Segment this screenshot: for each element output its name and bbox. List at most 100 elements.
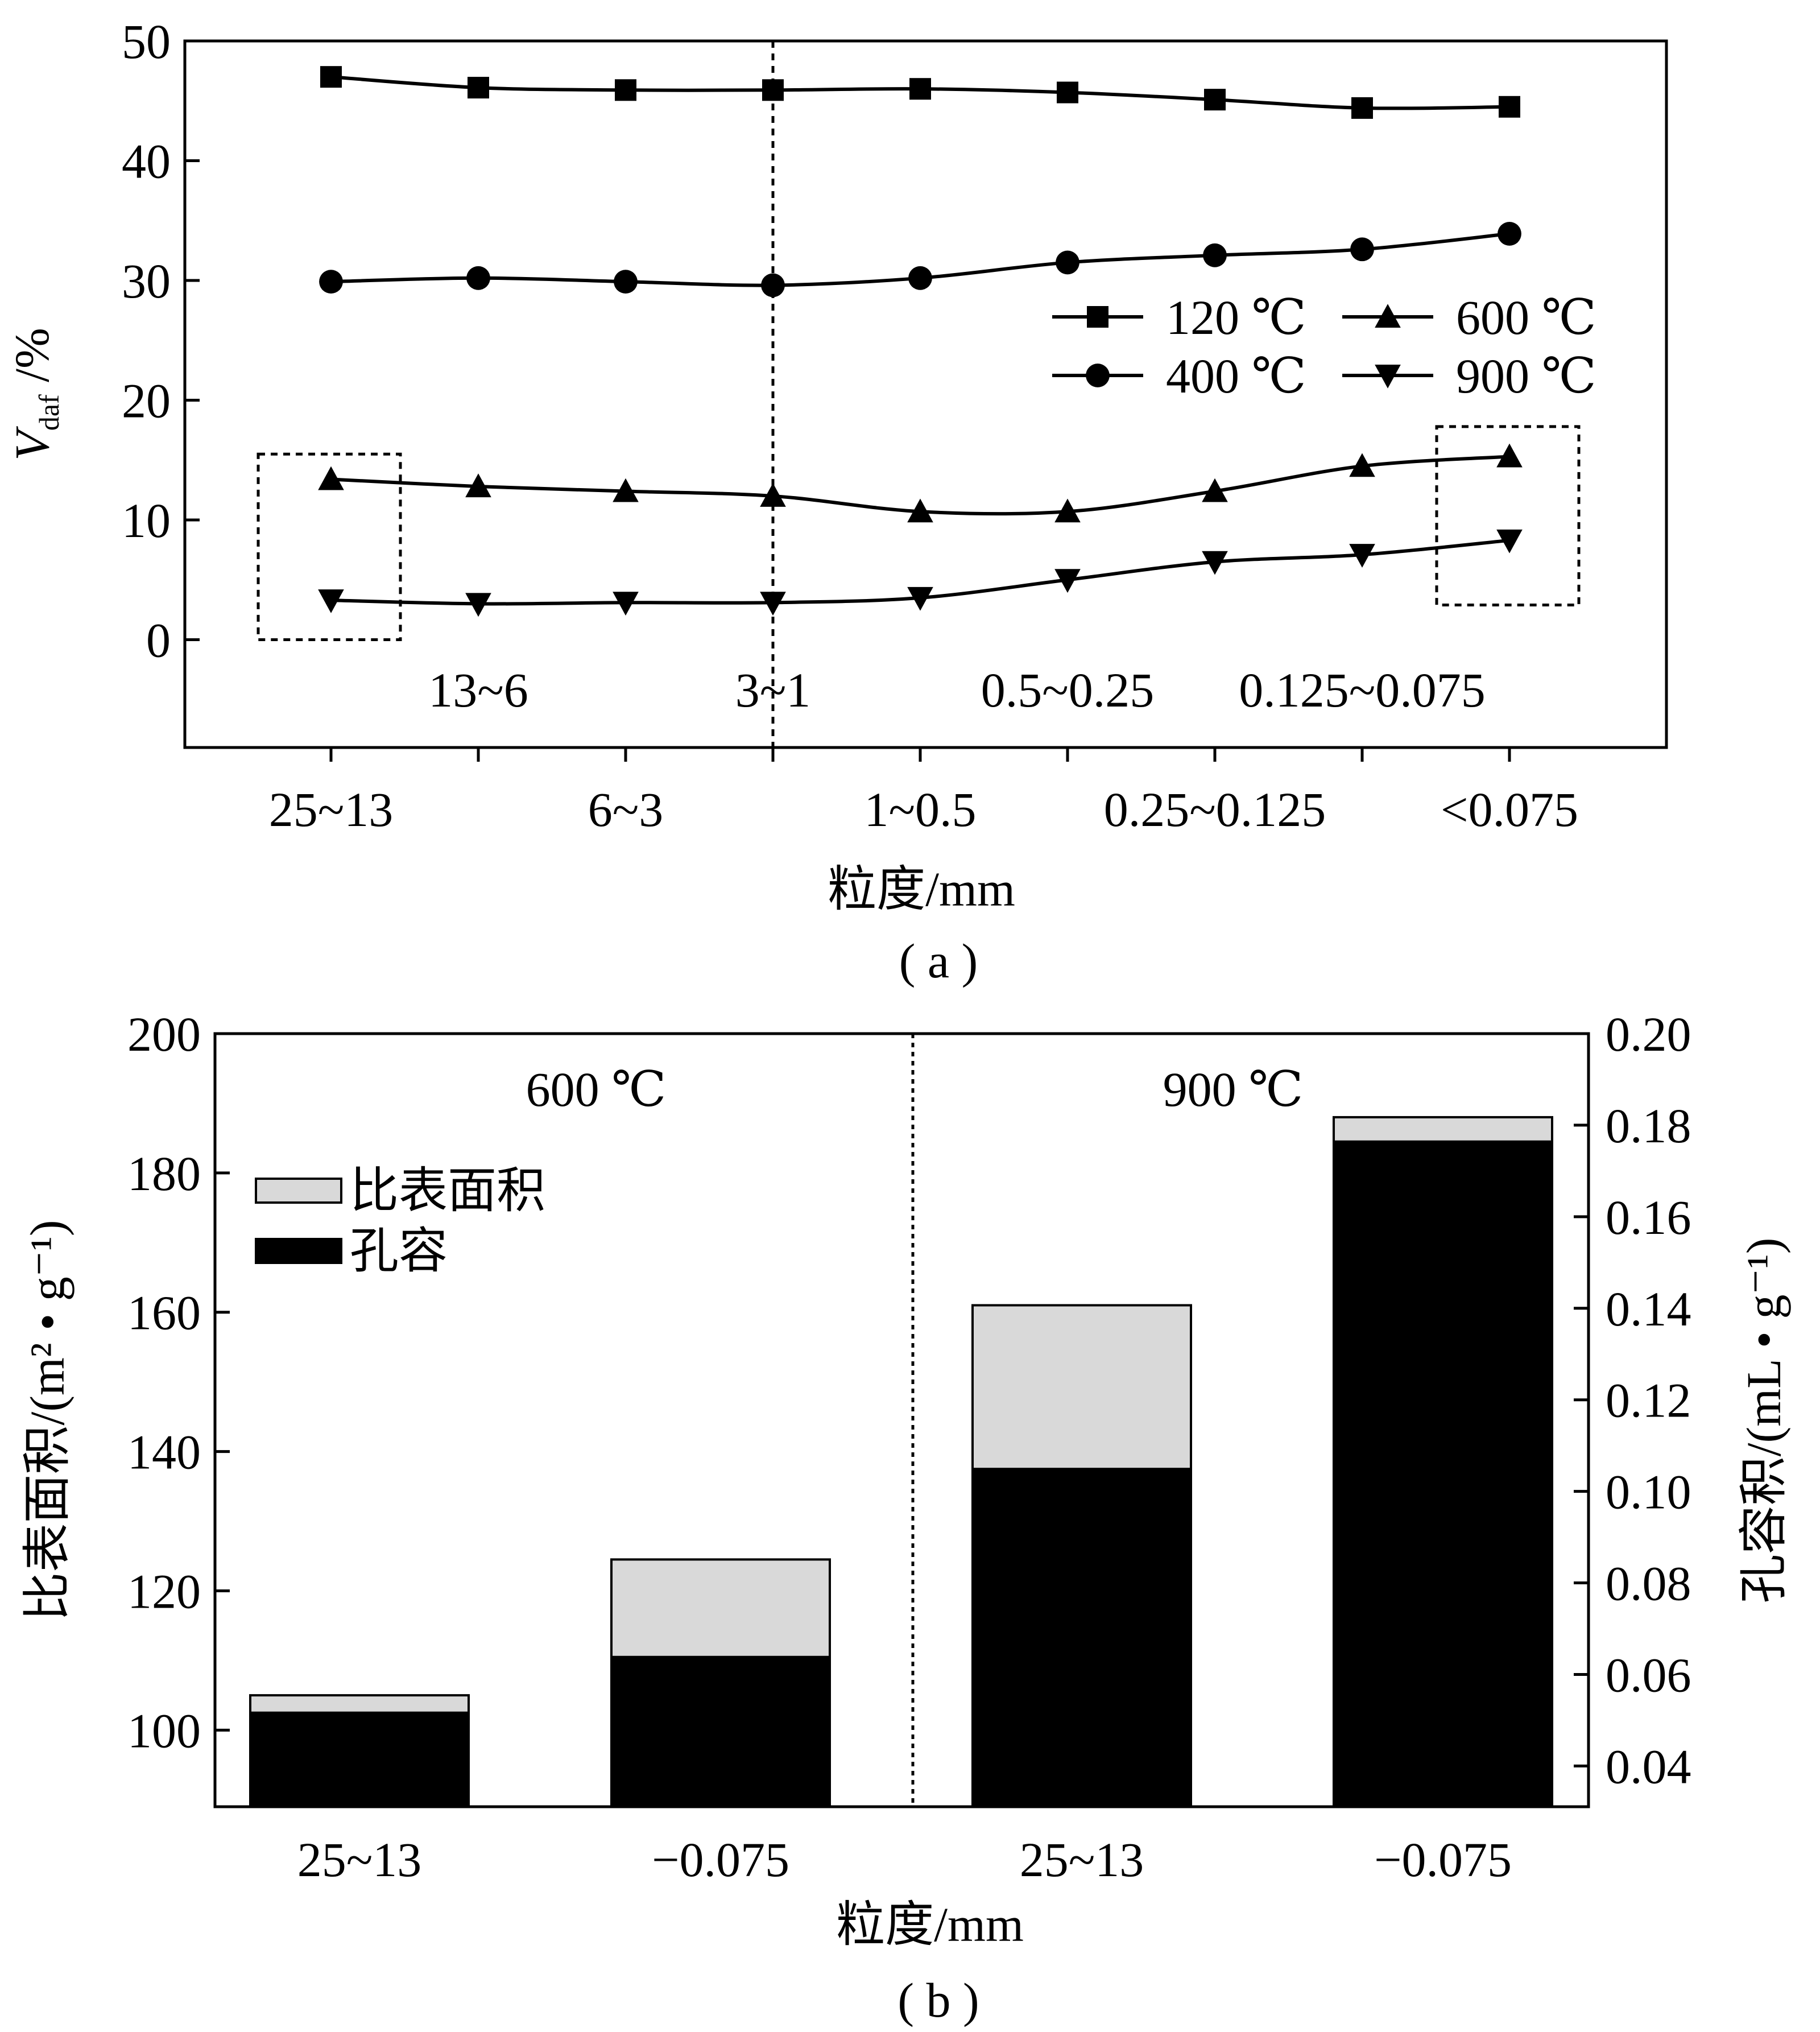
data-point-a (1203, 243, 1227, 267)
group-label-900: 900 ℃ (1163, 1062, 1304, 1117)
data-point-a (613, 592, 639, 616)
y-axis-label-a: Vdaf /% (5, 328, 65, 460)
y2-tick-label-b: 0.06 (1606, 1647, 1691, 1702)
legend-label-a: 400 ℃ (1166, 349, 1306, 403)
y-tick-label-a: 10 (122, 493, 171, 548)
y-tick-label-a: 50 (122, 14, 171, 69)
y-tick-label-a: 20 (122, 374, 171, 428)
data-point-a (465, 473, 491, 498)
x-tick-label-b: 25~13 (297, 1832, 422, 1887)
x-tick-label-upper-a: 13~6 (428, 663, 528, 717)
data-point-a (1499, 96, 1520, 118)
y-axis-label-b: 比表面积/(m² • g⁻¹) (20, 1220, 75, 1621)
data-point-a (1054, 569, 1081, 593)
legend-swatch-pore (255, 1238, 342, 1264)
legend-a: 120 ℃ 600 ℃ 400 ℃ 900 ℃ (1052, 290, 1596, 403)
y-tick-label-a: 40 (122, 134, 171, 189)
legend-marker-a (1087, 306, 1108, 328)
legend-marker-a (1375, 304, 1401, 328)
data-point-a (318, 466, 344, 490)
dashed-boxes-a (257, 425, 1581, 642)
legend-label-a: 120 ℃ (1166, 290, 1306, 345)
y2-axis-label-b: 孔容积/(mL • g⁻¹) (1736, 1238, 1791, 1604)
dashed-box-a (1435, 425, 1581, 606)
data-point-a (761, 273, 785, 298)
x-tick-label-upper-a: 0.5~0.25 (981, 663, 1155, 717)
data-point-a (907, 498, 933, 523)
y-tick-label-b: 100 (127, 1703, 201, 1758)
data-point-a (1057, 81, 1078, 104)
x-tick-label-a: 0.25~0.125 (1104, 782, 1326, 837)
x-axis-label-b: 粒度/mm (836, 1897, 1024, 1952)
legend-label-pore: 孔容 (350, 1224, 448, 1278)
data-point-a (1351, 97, 1373, 119)
data-point-a (1056, 250, 1079, 275)
y2-tick-label-b: 0.08 (1606, 1556, 1691, 1611)
legend-label-a: 600 ℃ (1456, 290, 1596, 345)
legend-label-surface: 比表面积 (350, 1163, 545, 1218)
data-point-a (1349, 453, 1375, 477)
group-label-600: 600 ℃ (526, 1062, 667, 1117)
bars-b (249, 1116, 1553, 1808)
y-tick-label-b: 160 (127, 1286, 201, 1340)
y2-tick-label-b: 0.12 (1606, 1373, 1691, 1428)
caption-a: ( a ) (899, 934, 978, 988)
bar-b (1333, 1140, 1553, 1808)
y2-tick-label-b: 0.14 (1606, 1282, 1691, 1336)
y-axis-ticks-a: 0 10 20 30 40 50 (122, 14, 200, 668)
legend-label-a: 900 ℃ (1456, 349, 1596, 403)
data-point-a (319, 270, 343, 294)
data-point-a (1054, 498, 1081, 523)
y-tick-label-b: 140 (127, 1425, 201, 1480)
data-point-a (1202, 551, 1228, 575)
series-group-a (318, 66, 1523, 617)
data-point-a (466, 266, 490, 290)
x-tick-label-b: 25~13 (1020, 1832, 1144, 1887)
x-tick-label-a: <0.075 (1441, 782, 1578, 837)
data-point-a (1202, 478, 1228, 502)
data-point-a (1204, 89, 1226, 111)
data-point-a (760, 483, 786, 507)
y2-tick-label-b: 0.04 (1606, 1739, 1691, 1794)
y2-tick-label-b: 0.20 (1606, 1007, 1691, 1062)
x-axis-label-a: 粒度/mm (828, 862, 1015, 916)
data-point-a (1498, 222, 1521, 246)
data-point-a (1496, 529, 1523, 554)
x-tick-label-b: −0.075 (652, 1832, 789, 1887)
data-point-a (465, 593, 491, 617)
legend-b: 比表面积 孔容 (255, 1163, 545, 1278)
x-tick-label-b: −0.075 (1374, 1832, 1512, 1887)
bar-b (971, 1468, 1192, 1808)
legend-marker-a (1086, 364, 1110, 387)
plot-frame-a (183, 39, 1668, 749)
data-point-a (615, 79, 636, 101)
y2-tick-label-b: 0.16 (1606, 1190, 1691, 1245)
y2-tick-label-b: 0.10 (1606, 1465, 1691, 1519)
x-tick-label-upper-a: 0.125~0.075 (1239, 663, 1486, 717)
x-tick-label-a: 1~0.5 (864, 782, 976, 837)
caption-b: ( b ) (897, 1973, 979, 2027)
plot-frame-b (213, 1032, 1590, 1808)
y-tick-label-b: 180 (127, 1146, 201, 1201)
data-point-a (320, 66, 342, 88)
y-tick-label-a: 30 (122, 254, 171, 308)
data-point-a (613, 478, 639, 502)
y2-axis-ticks-b: 0.04 0.06 0.08 0.10 0.12 0.14 0.16 0.18 0.20 (1574, 1007, 1691, 1794)
data-point-a (907, 587, 933, 611)
y-tick-label-a: 0 (146, 613, 171, 668)
x-tick-label-a: 25~13 (269, 782, 394, 837)
y-tick-label-b: 120 (127, 1564, 201, 1618)
chart-a: 0 10 20 30 40 50 25~13 6~3 1~0.5 0.25~0.125 <0.07… (5, 14, 1668, 988)
y-tick-label-b: 200 (127, 1007, 201, 1062)
data-point-a (909, 78, 931, 100)
data-point-a (1349, 544, 1375, 568)
data-point-a (614, 270, 638, 294)
y2-tick-label-b: 0.18 (1606, 1098, 1691, 1153)
data-point-a (1496, 443, 1523, 468)
x-axis-ticks-b: 25~13 −0.075 25~13 −0.075 (297, 1832, 1512, 1887)
y-axis-ticks-b: 100 120 140 160 180 200 (127, 1007, 230, 1758)
x-tick-label-a: 6~3 (588, 782, 664, 837)
